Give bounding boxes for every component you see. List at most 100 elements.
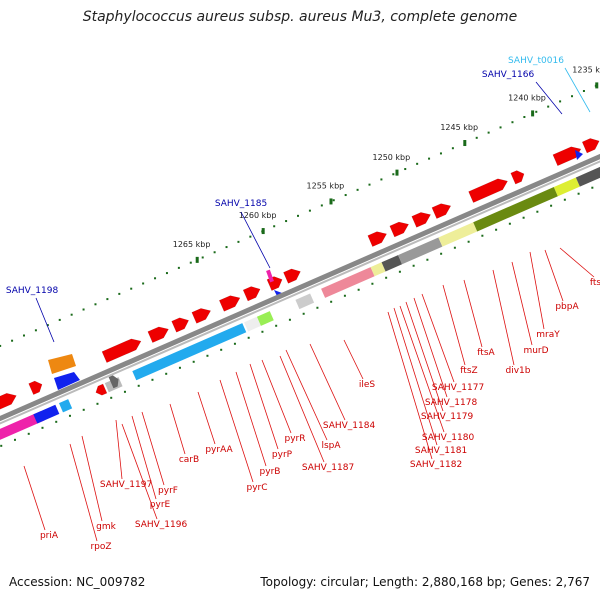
gene-label: gmk	[96, 522, 116, 532]
track-dot	[550, 204, 553, 207]
gene-arrow-forward	[411, 212, 432, 228]
scale-dot	[392, 173, 395, 176]
scale-dot	[94, 303, 97, 306]
track-dot	[467, 240, 470, 243]
leader-line	[35, 297, 55, 343]
gene-arrow-forward	[389, 221, 410, 238]
scale-dot	[416, 162, 419, 165]
leader-line	[564, 67, 591, 113]
scale-dot	[11, 339, 14, 342]
gene-label: pyrAA	[205, 445, 233, 455]
gene-arrow-forward	[171, 317, 190, 333]
leader-line	[23, 465, 46, 531]
leader-line	[413, 297, 448, 398]
scale-tick-label: 1255 kbp	[307, 182, 345, 191]
scale-dot	[404, 168, 407, 171]
scale-dot	[308, 209, 311, 212]
scale-dot	[320, 204, 323, 207]
leader-line	[261, 359, 292, 434]
scale-dot	[523, 116, 526, 119]
leader-line	[442, 284, 466, 366]
leader-line	[235, 371, 267, 467]
scale-tick	[595, 82, 599, 89]
scale-tick	[195, 256, 199, 263]
backbone-layer	[0, 153, 600, 425]
feature-label: SAHV_1198	[6, 286, 59, 296]
gene-arrow-forward	[468, 178, 508, 203]
track-dot	[357, 288, 360, 291]
gene-label: pbpA	[555, 302, 579, 312]
gene-label: SAHV_1180	[422, 433, 475, 443]
gene-label: carB	[179, 455, 199, 465]
leader-line	[131, 415, 157, 500]
scale-tick-label: 1265 kbp	[173, 240, 211, 249]
gene-arrow-forward	[28, 380, 43, 395]
track-dot	[536, 210, 539, 213]
track-dot	[398, 270, 401, 273]
gene-band-yellow	[438, 222, 478, 247]
gene-arrow-forward	[101, 338, 142, 363]
feature-label: SAHV_1185	[215, 199, 267, 209]
scale-dot	[22, 334, 25, 337]
gene-band-lightgray	[295, 293, 315, 310]
leader-line	[535, 81, 563, 115]
track-dot	[440, 252, 443, 255]
leader-line	[405, 301, 444, 412]
track-dot	[178, 366, 181, 369]
scale-tick-label: 1260 kbp	[239, 211, 277, 220]
leader-line	[343, 339, 364, 380]
track-dot	[247, 336, 250, 339]
track-dot	[137, 384, 140, 387]
track-dot	[0, 444, 3, 447]
gene-label: SAHV_1177	[432, 383, 484, 393]
scale-tick-label: 1240 kbp	[508, 94, 546, 103]
gene-band-magenta	[0, 411, 45, 440]
feature-label: SAHV_1166	[482, 70, 535, 80]
gene-arrow-reverse	[95, 383, 108, 396]
track-dot	[96, 402, 99, 405]
scale-dot	[511, 121, 514, 124]
accession-text: Accession: NC_009782	[9, 575, 146, 589]
scale-dot	[439, 152, 442, 155]
track-dot	[165, 372, 168, 375]
scale-dot	[571, 95, 574, 98]
gene-band-yellowgreen	[553, 177, 580, 197]
track-dot	[151, 378, 154, 381]
scale-tick	[531, 110, 535, 117]
track-dot	[330, 300, 333, 303]
track-dot	[192, 360, 195, 363]
track-dot	[371, 282, 374, 285]
topology-text: Topology: circular; Length: 2,880,168 bp…	[260, 575, 590, 589]
gene-label: priA	[40, 531, 59, 541]
scale-dot	[273, 225, 276, 228]
gene-band-yellow-small	[370, 262, 386, 277]
gene-label: mraY	[536, 330, 560, 340]
gene-arrow-forward	[510, 170, 525, 185]
leader-line	[141, 411, 165, 486]
gene-label: pyrE	[150, 500, 171, 510]
gene-arrow-forward	[0, 393, 17, 410]
leader-line	[309, 343, 346, 421]
track-dot	[591, 186, 594, 189]
gene-label: pyrB	[260, 467, 281, 477]
scale-dot	[368, 183, 371, 186]
gene-band-white	[244, 316, 261, 332]
scale-dot	[344, 194, 347, 197]
track-dot	[261, 330, 264, 333]
gene-band-cyan	[132, 323, 247, 381]
scale-dot	[356, 188, 359, 191]
scale-dot	[332, 199, 335, 202]
gene-arrow-forward	[581, 138, 600, 154]
gene-label: pyrR	[285, 434, 306, 444]
leader-line	[559, 247, 595, 278]
track-dot	[426, 258, 429, 261]
scale-dot	[34, 329, 37, 332]
scale-tick	[329, 198, 333, 205]
gene-band-cyan-small	[58, 399, 73, 413]
track-dot	[123, 390, 126, 393]
label-layer: SAHV_t0016SAHV_1166SAHV_1185SAHV_1198fts…	[6, 56, 600, 552]
scale-dot	[487, 131, 490, 134]
track-dot	[68, 414, 71, 417]
leader-line	[69, 443, 98, 542]
